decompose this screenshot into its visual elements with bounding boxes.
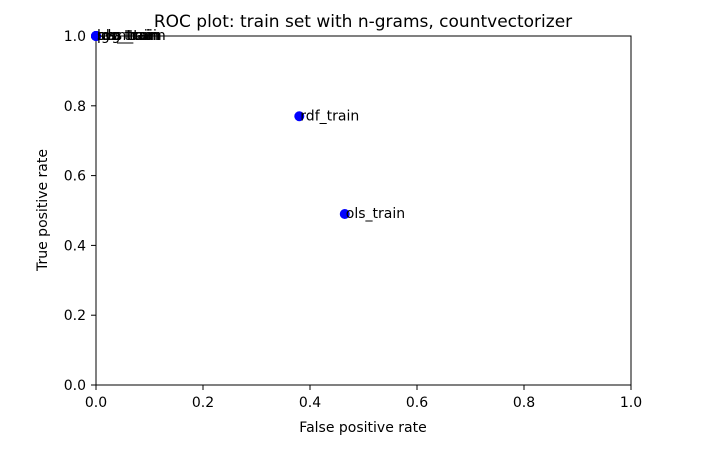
- axes: 0.0 0.2 0.4 0.6 0.8 1.0 0.0 0.2 0.4 0.6 0.8 1.0: [64, 29, 642, 411]
- plot-frame: [95, 35, 632, 386]
- x-tick-label: 0.2: [192, 395, 214, 411]
- data-point: [294, 111, 305, 122]
- y-tick-label: 0.2: [64, 308, 86, 324]
- chart-title: ROC plot: train set with n-grams, countv…: [154, 12, 572, 32]
- point-label: lgs_train: [97, 28, 157, 44]
- y-tick-label: 0.6: [64, 169, 86, 185]
- data-point: [339, 208, 350, 219]
- x-axis-label: False positive rate: [299, 420, 426, 436]
- y-tick-label: 0.8: [64, 99, 86, 115]
- y-tick-label: 1.0: [64, 29, 86, 45]
- point-label: ols_train: [346, 206, 405, 222]
- x-tick-label: 0.6: [406, 395, 428, 411]
- x-tick-label: 1.0: [620, 395, 642, 411]
- x-tick-label: 0.0: [85, 395, 107, 411]
- point-label: rdg_train: [97, 28, 160, 44]
- point-label: rdf_train: [300, 108, 359, 124]
- point-label: prc_train: [97, 28, 159, 44]
- y-tick-label: 0.4: [64, 238, 86, 254]
- point-label: svm_train: [97, 28, 166, 44]
- data-point: [91, 31, 101, 41]
- y-axis-label: True positive rate: [35, 149, 51, 272]
- point-label: nbs_train: [97, 28, 162, 44]
- data-points: [91, 31, 350, 219]
- x-tick-label: 0.4: [299, 395, 321, 411]
- y-tick-label: 0.0: [64, 378, 86, 394]
- point-labels: rdf_train ols_train lgs_trainsvm_trainnbs_…: [97, 28, 405, 222]
- x-tick-label: 0.8: [513, 395, 535, 411]
